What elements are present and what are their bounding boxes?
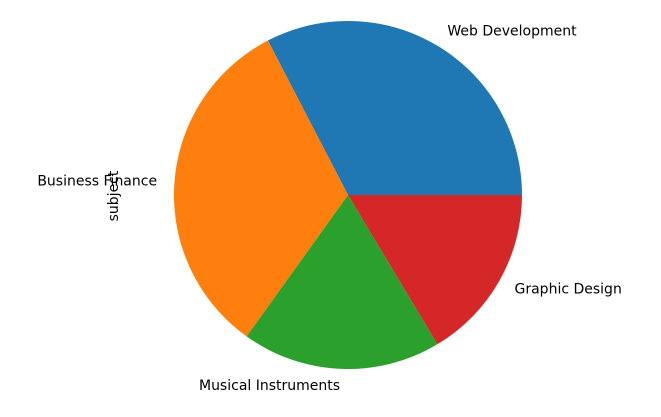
slice-label: Graphic Design bbox=[515, 281, 622, 297]
slice-label: Business Finance bbox=[37, 173, 157, 189]
pie-slice-business-finance bbox=[173, 40, 348, 337]
pie-slice-labels: Web Development Business Finance Musical I… bbox=[37, 23, 621, 394]
pie-slices bbox=[173, 20, 522, 369]
pie-slice-musical-instruments bbox=[246, 195, 438, 369]
slice-label: Web Development bbox=[447, 23, 577, 39]
y-axis-label: subject bbox=[106, 170, 122, 221]
slice-label: Musical Instruments bbox=[199, 378, 340, 394]
pie-slice-graphic-design bbox=[348, 195, 522, 345]
pie-slice-web-development bbox=[267, 20, 522, 196]
